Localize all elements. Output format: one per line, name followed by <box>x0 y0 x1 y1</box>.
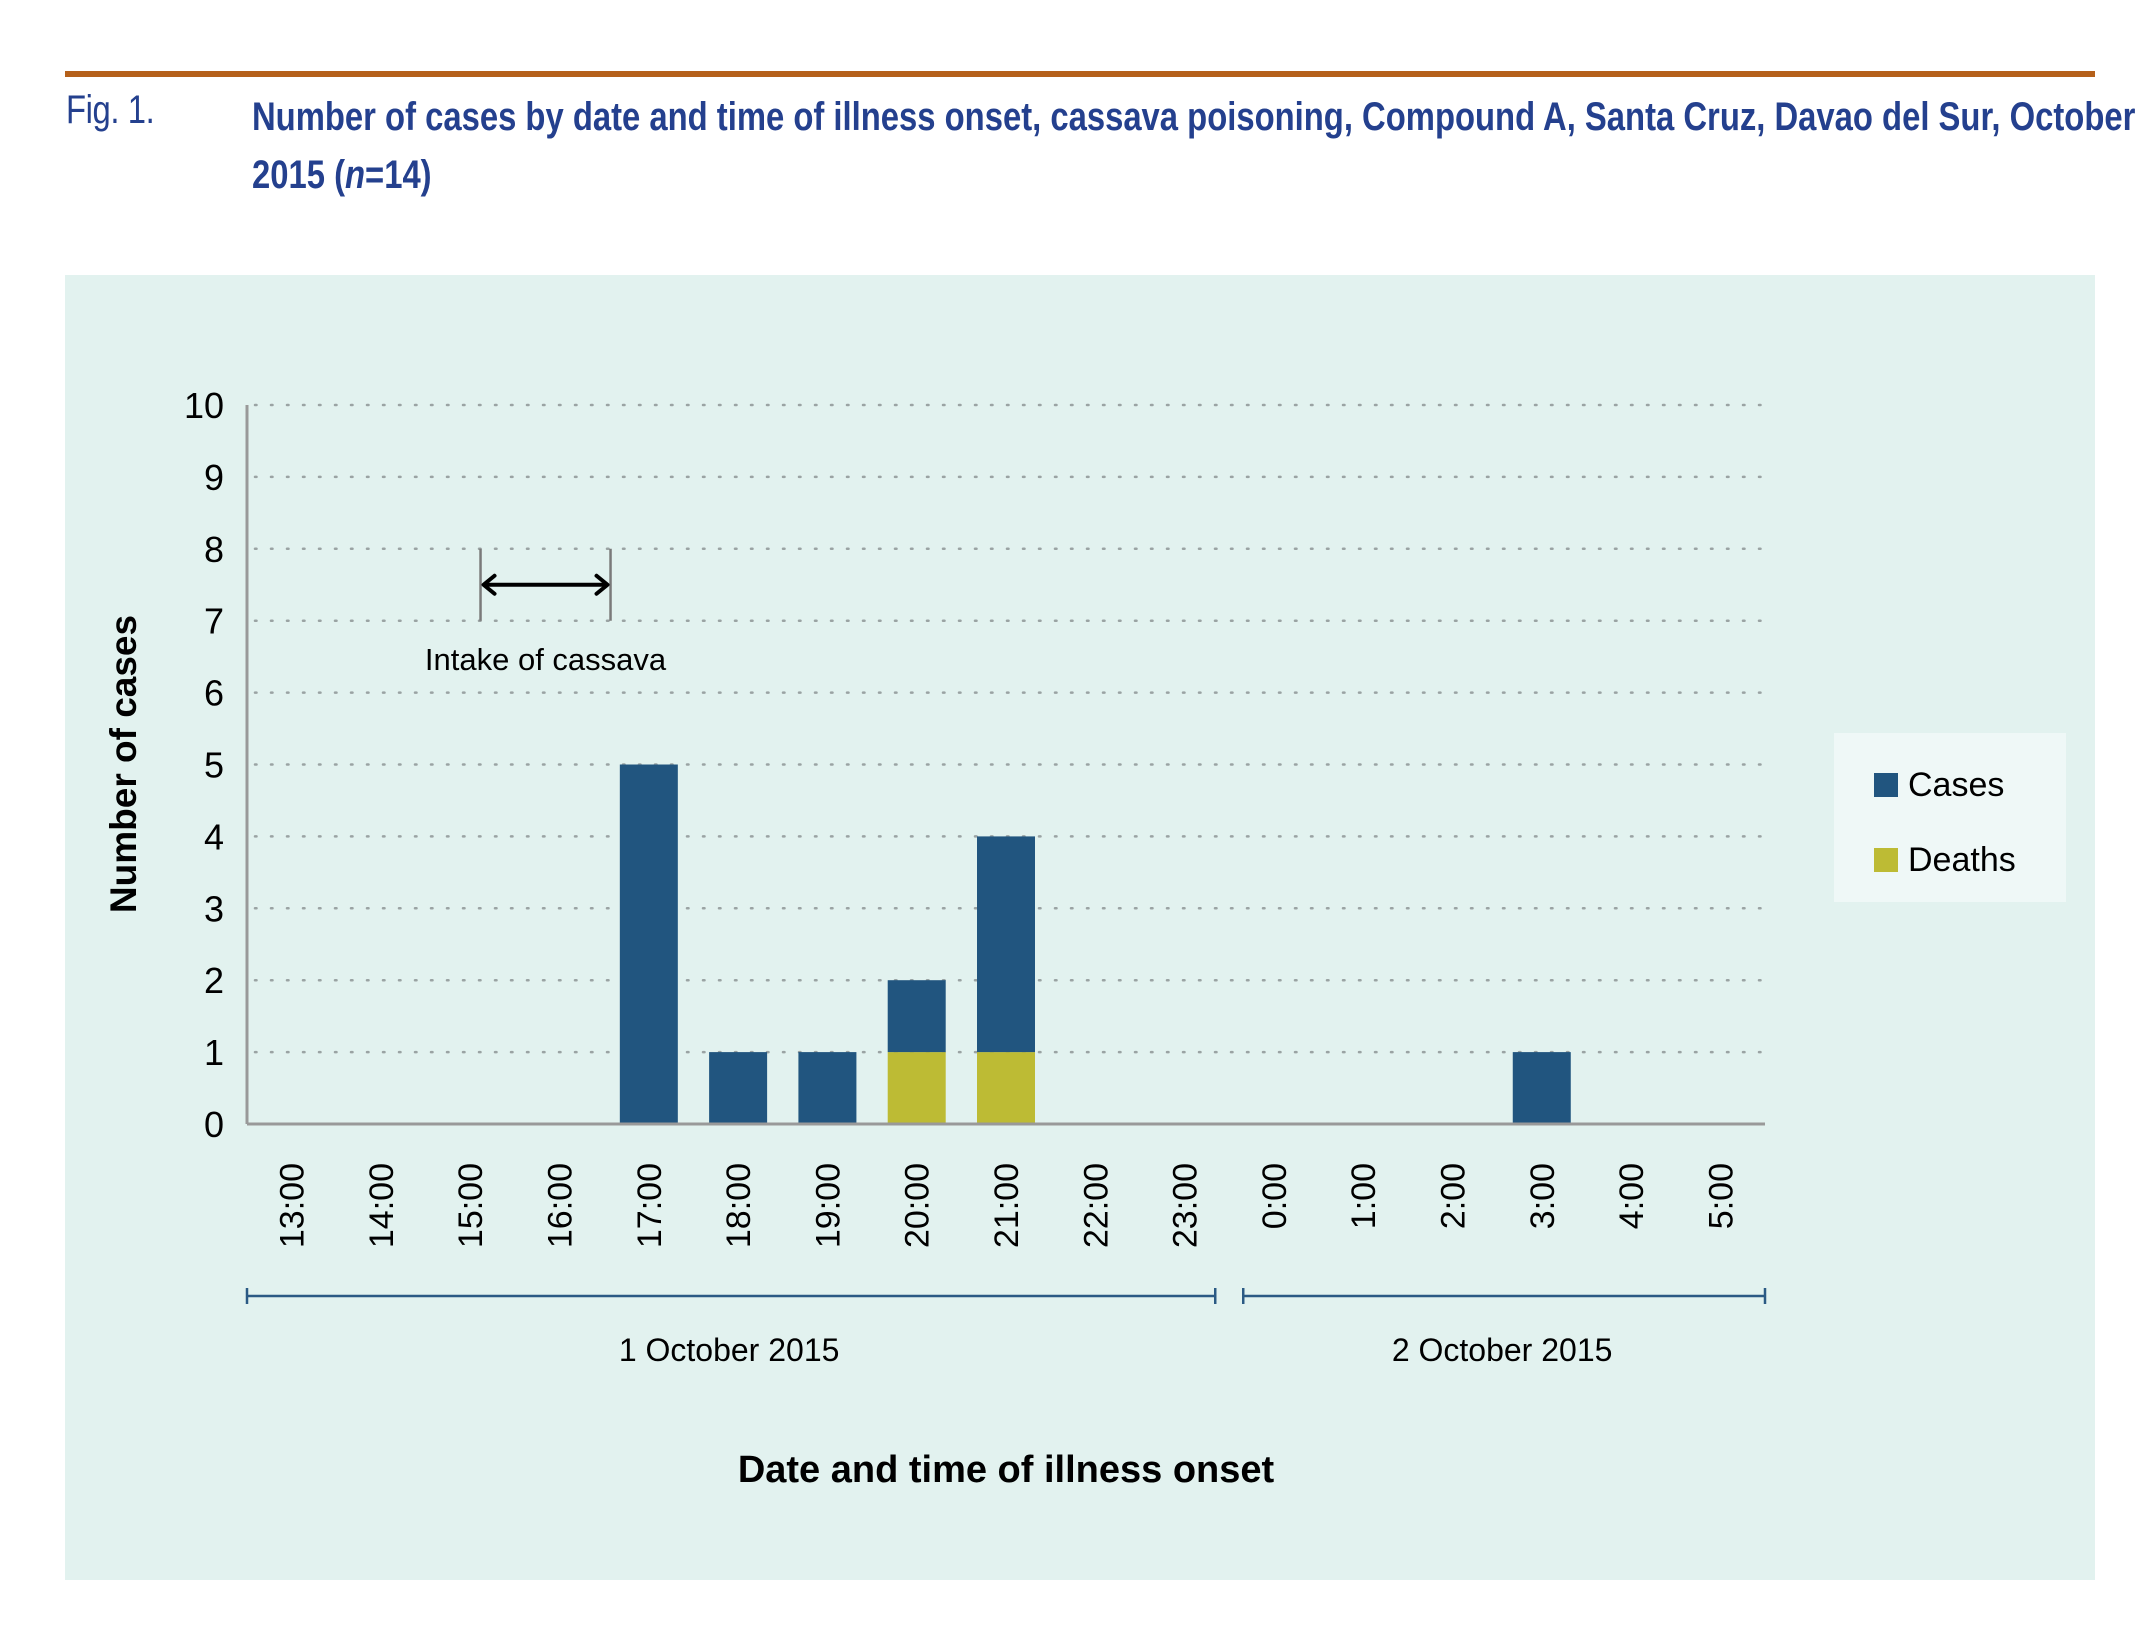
bar-cases <box>977 836 1035 1053</box>
bar-cases <box>709 1052 768 1124</box>
arrowhead-left-icon <box>481 573 497 596</box>
bar-cases <box>887 980 946 1053</box>
legend-label-deaths: Deaths <box>1908 840 2016 879</box>
bar-cases <box>798 1052 857 1124</box>
y-tick-label: 10 <box>184 385 224 426</box>
y-tick-label: 1 <box>204 1032 224 1073</box>
y-tick-label: 4 <box>204 816 224 857</box>
arrowhead-right-icon <box>594 573 610 596</box>
date-groups: 1 October 2015 2 October 2015 <box>245 1288 1767 1368</box>
axes <box>245 405 1765 1126</box>
x-tick-label: 20:00 <box>899 1163 937 1248</box>
figure-title: Number of cases by date and time of illn… <box>252 88 2138 204</box>
bar-cases <box>1512 1052 1571 1124</box>
y-tick-labels: 0 1 2 3 4 5 6 7 8 9 10 <box>184 385 224 1145</box>
bar-cases <box>619 764 678 1124</box>
date-group-label: 1 October 2015 <box>619 1332 840 1368</box>
x-tick-label: 4:00 <box>1613 1163 1651 1229</box>
x-tick-label: 2:00 <box>1434 1163 1472 1229</box>
y-tick-label: 6 <box>204 673 224 714</box>
legend: Cases Deaths <box>1834 733 2066 902</box>
figure-title-n: n <box>345 153 366 197</box>
bar-deaths <box>887 1052 946 1124</box>
y-tick-label: 2 <box>204 960 224 1001</box>
x-axis-title: Date and time of illness onset <box>738 1449 1275 1491</box>
y-tick-label: 7 <box>204 601 224 642</box>
legend-swatch-deaths <box>1874 848 1898 872</box>
x-tick-label: 22:00 <box>1077 1163 1115 1248</box>
x-tick-label: 18:00 <box>720 1163 758 1248</box>
bars <box>619 764 1571 1124</box>
y-tick-label: 8 <box>204 529 224 570</box>
x-tick-label: 14:00 <box>363 1163 401 1248</box>
x-tick-label: 13:00 <box>274 1163 312 1248</box>
gridlines <box>253 403 1775 1054</box>
header-rule <box>65 71 2095 77</box>
x-tick-label: 17:00 <box>631 1163 669 1248</box>
x-tick-label: 1:00 <box>1345 1163 1383 1229</box>
x-tick-label: 0:00 <box>1256 1163 1294 1229</box>
x-tick-label: 16:00 <box>542 1163 580 1248</box>
figure-title-n-value: =14) <box>365 153 432 197</box>
x-tick-label: 23:00 <box>1167 1163 1205 1248</box>
figure-title-main: Number of cases by date and time of illn… <box>252 95 2136 197</box>
date-group-label: 2 October 2015 <box>1392 1332 1613 1368</box>
y-tick-label: 9 <box>204 457 224 498</box>
figure-label: Fig. 1. <box>66 88 155 132</box>
legend-label-cases: Cases <box>1908 765 2005 804</box>
legend-item-deaths: Deaths <box>1874 840 2016 880</box>
x-tick-labels: 13:00 14:00 15:00 16:00 17:00 18:00 19:00 20:00… <box>274 1163 1741 1248</box>
legend-swatch-cases <box>1874 773 1898 797</box>
y-tick-label: 3 <box>204 888 224 929</box>
chart-panel <box>65 275 2095 1580</box>
x-tick-label: 5:00 <box>1702 1163 1740 1229</box>
legend-item-cases: Cases <box>1874 765 2004 805</box>
annotation-label: Intake of cassava <box>425 642 667 677</box>
x-tick-label: 19:00 <box>809 1163 847 1248</box>
bar-deaths <box>977 1052 1035 1124</box>
x-tick-label: 21:00 <box>988 1163 1026 1248</box>
intake-annotation: Intake of cassava <box>425 548 667 677</box>
x-tick-label: 15:00 <box>452 1163 490 1248</box>
y-axis-title: Number of cases <box>103 615 144 913</box>
x-tick-label: 3:00 <box>1524 1163 1562 1229</box>
y-tick-label: 0 <box>204 1104 224 1145</box>
y-tick-label: 5 <box>204 745 224 786</box>
